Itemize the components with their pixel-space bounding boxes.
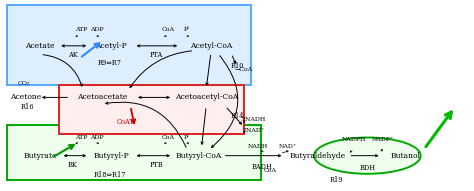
Text: NADPH: NADPH (341, 137, 366, 142)
Text: ADP: ADP (91, 27, 104, 32)
Text: CoAT: CoAT (116, 118, 134, 126)
Text: R9⇔R7: R9⇔R7 (98, 59, 122, 67)
Text: Acetate: Acetate (26, 42, 55, 50)
Text: R14: R14 (230, 112, 244, 120)
Text: Pᴵ: Pᴵ (183, 135, 189, 140)
Text: 2NADH: 2NADH (241, 117, 266, 122)
Ellipse shape (314, 138, 421, 174)
Text: CoA: CoA (162, 135, 175, 140)
Text: Acetone: Acetone (10, 93, 42, 101)
Text: Butyryl-P: Butyryl-P (93, 152, 129, 160)
FancyBboxPatch shape (7, 5, 251, 85)
Text: Acetyl-P: Acetyl-P (96, 42, 127, 50)
Text: CO₂: CO₂ (18, 81, 30, 86)
FancyBboxPatch shape (7, 125, 261, 180)
Text: R16: R16 (20, 103, 34, 111)
Text: R19: R19 (330, 176, 343, 184)
Text: Butanol: Butanol (390, 152, 420, 160)
Text: Acetoacetate: Acetoacetate (77, 93, 127, 101)
Text: 2NAD⁺: 2NAD⁺ (243, 128, 264, 133)
Text: Acetoacetyl-CoA: Acetoacetyl-CoA (174, 93, 238, 101)
Text: BK: BK (68, 161, 77, 169)
Text: ATP: ATP (75, 135, 88, 140)
Text: BDH: BDH (359, 164, 375, 172)
Text: NADH: NADH (248, 144, 268, 149)
Text: ATP: ATP (75, 27, 88, 32)
Text: Butyraldehyde: Butyraldehyde (290, 152, 346, 160)
Text: R10: R10 (230, 62, 244, 70)
Text: R18⇔R17: R18⇔R17 (94, 171, 126, 179)
Text: →CoA: →CoA (235, 67, 253, 72)
Text: Acetyl-CoA: Acetyl-CoA (190, 42, 232, 50)
FancyBboxPatch shape (59, 85, 244, 134)
Text: NADP⁺: NADP⁺ (372, 137, 394, 142)
Text: Butyryl-CoA: Butyryl-CoA (176, 152, 222, 160)
Text: AK: AK (68, 51, 77, 59)
Text: BADH: BADH (252, 163, 273, 171)
Text: Butyrate: Butyrate (24, 152, 57, 160)
Text: Pᴵ: Pᴵ (183, 27, 189, 32)
Text: ADP: ADP (91, 135, 104, 140)
Text: CoA: CoA (162, 27, 175, 32)
Text: PTB: PTB (149, 161, 164, 169)
Text: PTA: PTA (150, 51, 163, 59)
Text: CoA: CoA (264, 168, 277, 173)
Text: NAD⁺: NAD⁺ (279, 144, 297, 149)
